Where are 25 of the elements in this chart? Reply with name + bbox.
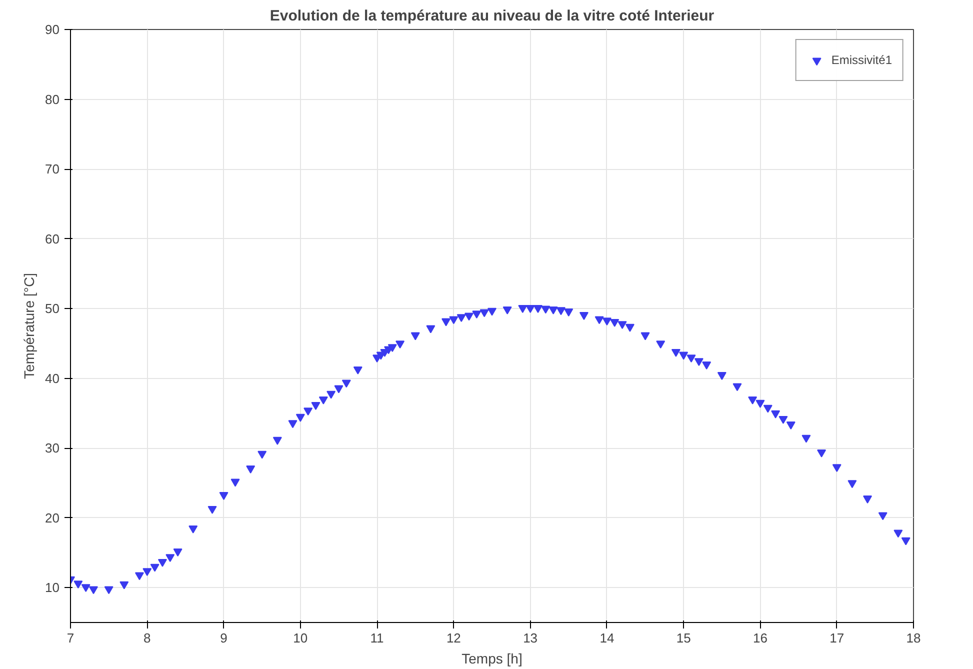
y-tick-label: 20 — [45, 510, 60, 526]
x-tick-label: 10 — [293, 630, 308, 646]
legend-label: Emissivité1 — [831, 53, 892, 67]
x-tick-label: 14 — [600, 630, 614, 646]
x-tick-label: 8 — [144, 630, 151, 646]
x-tick-label: 18 — [906, 630, 921, 646]
chart-title: Evolution de la température au niveau de la vitre coté Interieur — [270, 8, 714, 24]
x-tick-label: 12 — [446, 630, 461, 646]
x-tick-label: 13 — [523, 630, 538, 646]
y-axis-title: Température [°C] — [21, 273, 38, 379]
y-tick-label: 80 — [45, 92, 60, 107]
y-tick-label: 60 — [45, 231, 60, 246]
y-tick-label: 40 — [45, 370, 60, 386]
x-tick-label: 9 — [220, 630, 228, 646]
x-axis-title: Temps [h] — [462, 650, 522, 666]
x-tick-label: 15 — [676, 630, 691, 646]
x-tick-label: 11 — [370, 630, 384, 646]
y-tick-label: 70 — [45, 162, 60, 177]
y-tick-label: 50 — [45, 301, 60, 316]
y-tick-label: 90 — [45, 22, 60, 37]
x-tick-label: 16 — [752, 630, 768, 646]
y-tick-label: 10 — [45, 580, 60, 596]
x-tick-label: 17 — [830, 630, 844, 646]
y-tick-label: 30 — [45, 440, 60, 456]
x-tick-label: 7 — [66, 630, 74, 646]
